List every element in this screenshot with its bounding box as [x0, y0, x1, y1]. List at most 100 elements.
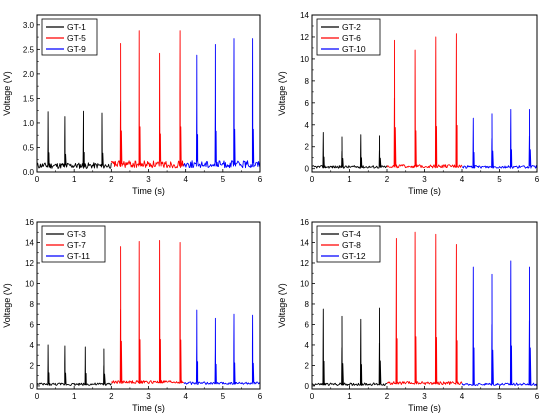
chart-panel-1: 0 1 2 3 4 5 6 0.0 0.5 1.0 1.5 2.0 2.5 3.0 Time (s) Volt…: [2, 14, 263, 196]
x-tick-label: 6: [535, 175, 540, 184]
x-tick-label: 4: [460, 392, 465, 401]
x-tick-label: 2: [385, 175, 390, 184]
y-tick-label: 4: [305, 121, 310, 130]
y-tick-label: 6: [305, 99, 310, 108]
y-axis-label: Voltage (V): [277, 71, 287, 116]
legend-label-gt-1: GT-1: [67, 22, 86, 32]
y-tick-label: 4: [305, 341, 310, 350]
y-tick-label: 2.0: [23, 70, 35, 79]
series-line-gt-7: [111, 239, 184, 385]
x-tick-label: 3: [146, 175, 151, 184]
legend-label-gt-2: GT-2: [342, 22, 361, 32]
series-line-gt-8: [386, 231, 463, 386]
series-line-gt-5: [110, 30, 185, 169]
x-tick-label: 5: [497, 175, 502, 184]
y-tick-label: 8: [30, 300, 35, 309]
legend: GT-2GT-6GT-10: [316, 18, 381, 56]
x-tick-label: 0: [35, 392, 40, 401]
x-tick-label: 1: [347, 175, 352, 184]
x-tick-label: 0: [310, 392, 315, 401]
y-tick-label: 3.0: [23, 21, 35, 30]
y-tick-label: 10: [300, 279, 309, 288]
y-tick-label: 2: [305, 143, 310, 152]
y-tick-label: 0: [305, 382, 310, 391]
x-tick-label: 5: [497, 392, 502, 401]
x-tick-label: 1: [72, 392, 77, 401]
y-tick-label: 4: [30, 341, 35, 350]
x-tick-label: 0: [310, 175, 315, 184]
series-line-gt-9: [183, 38, 261, 169]
x-tick-label: 6: [258, 392, 263, 401]
series-line-gt-11: [183, 309, 261, 385]
series-line-gt-10: [461, 108, 538, 169]
x-tick-label: 1: [72, 175, 77, 184]
y-tick-label: 2.5: [23, 45, 35, 54]
y-tick-label: 0.0: [23, 168, 35, 177]
legend-label-gt-4: GT-4: [342, 229, 361, 239]
y-tick-label: 6: [30, 320, 35, 329]
y-tick-label: 2: [305, 361, 310, 370]
y-tick-label: 10: [25, 279, 34, 288]
y-tick-label: 14: [25, 238, 34, 247]
y-axis-label: Voltage (V): [2, 283, 12, 328]
y-tick-label: 0: [30, 382, 35, 391]
x-tick-label: 3: [422, 175, 427, 184]
series-line-gt-4: [311, 307, 388, 386]
x-axis-label: Time (s): [132, 186, 165, 196]
y-tick-label: 6: [305, 320, 310, 329]
y-tick-label: 10: [300, 55, 309, 64]
x-tick-label: 2: [109, 175, 114, 184]
x-tick-label: 4: [183, 175, 188, 184]
legend-label-gt-5: GT-5: [67, 33, 86, 43]
x-tick-label: 5: [221, 392, 226, 401]
x-tick-label: 4: [183, 392, 188, 401]
legend-label-gt-8: GT-8: [342, 240, 361, 250]
y-tick-label: 14: [300, 238, 309, 247]
x-tick-label: 2: [109, 392, 114, 401]
y-tick-label: 12: [25, 259, 34, 268]
x-tick-label: 0: [35, 175, 40, 184]
legend-label-gt-11: GT-11: [67, 251, 90, 261]
x-tick-label: 2: [385, 392, 390, 401]
y-tick-label: 2: [30, 361, 35, 370]
y-tick-label: 0.5: [23, 143, 35, 152]
legend-label-gt-7: GT-7: [67, 240, 86, 250]
x-tick-label: 6: [258, 175, 263, 184]
y-tick-label: 1.5: [23, 94, 35, 103]
legend-label-gt-10: GT-10: [342, 44, 366, 54]
legend-label-gt-6: GT-6: [342, 33, 361, 43]
x-tick-label: 3: [146, 392, 151, 401]
series-line-gt-2: [311, 132, 388, 169]
legend-label-gt-12: GT-12: [342, 251, 366, 261]
y-tick-label: 1.0: [23, 119, 35, 128]
legend: GT-3GT-7GT-11: [41, 225, 106, 263]
y-tick-label: 14: [300, 11, 309, 20]
legend: GT-4GT-8GT-12: [316, 225, 381, 263]
legend: GT-1GT-5GT-9: [41, 18, 98, 56]
x-tick-label: 5: [221, 175, 226, 184]
y-axis-label: Voltage (V): [277, 283, 287, 328]
y-tick-label: 0: [305, 165, 310, 174]
x-tick-label: 6: [535, 392, 540, 401]
x-axis-label: Time (s): [132, 403, 165, 413]
y-tick-label: 12: [300, 33, 309, 42]
y-tick-label: 16: [25, 218, 34, 227]
legend-label-gt-9: GT-9: [67, 44, 86, 54]
legend-label-gt-3: GT-3: [67, 229, 86, 239]
y-axis-label: Voltage (V): [2, 71, 12, 116]
y-tick-label: 8: [305, 300, 310, 309]
series-line-gt-3: [36, 344, 112, 386]
x-tick-label: 4: [460, 175, 465, 184]
series-line-gt-6: [386, 33, 463, 169]
x-axis-label: Time (s): [408, 403, 441, 413]
y-tick-label: 16: [300, 218, 309, 227]
x-axis-label: Time (s): [408, 186, 441, 196]
series-line-gt-12: [461, 260, 538, 386]
x-tick-label: 3: [422, 392, 427, 401]
y-tick-label: 8: [305, 77, 310, 86]
series-line-gt-1: [36, 110, 112, 169]
